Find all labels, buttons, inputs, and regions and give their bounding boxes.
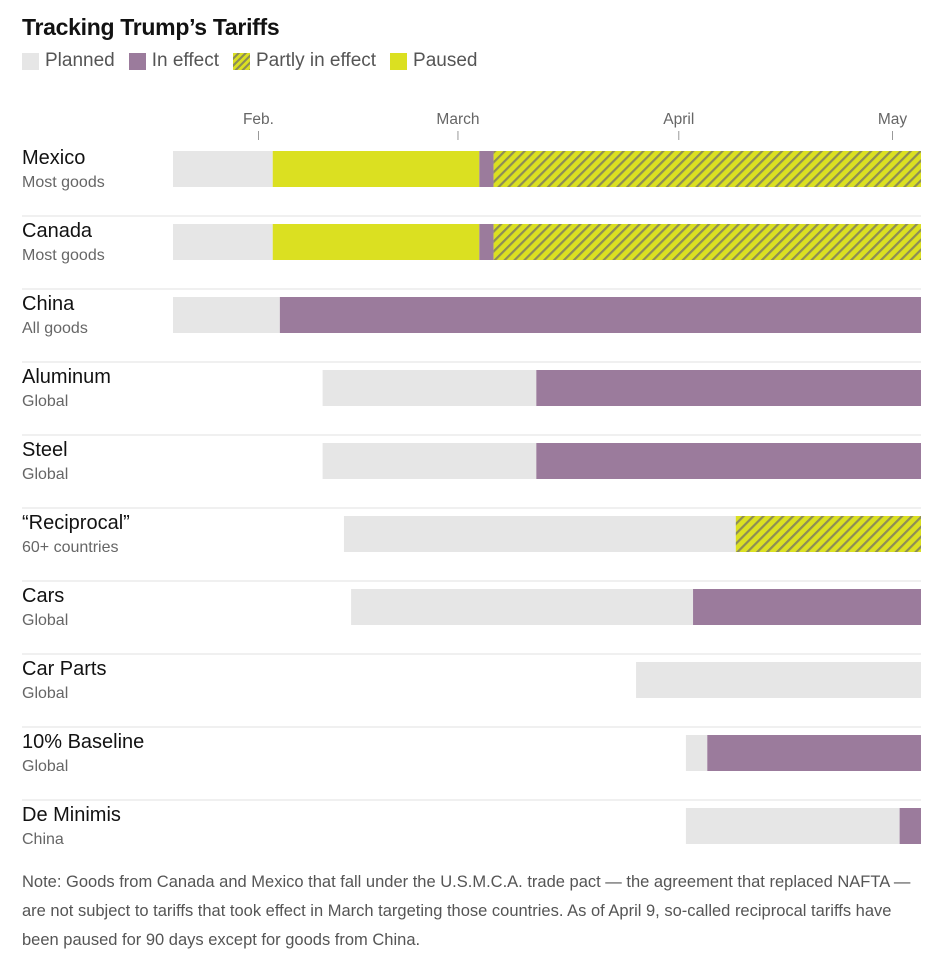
bar-segment-mexico-effect bbox=[479, 151, 494, 187]
bar-segment-de-minimis-planned bbox=[685, 808, 900, 844]
row-sublabel-canada: Most goods bbox=[22, 247, 105, 264]
legend-label-in-effect: In effect bbox=[151, 50, 219, 71]
row-sublabel-cars: Global bbox=[22, 612, 68, 629]
row-sublabel-de-minimis: China bbox=[22, 831, 64, 848]
bar-segment-mexico-planned bbox=[173, 151, 273, 187]
bar-segment-10-baseline-planned bbox=[685, 735, 708, 771]
bar-segment-china-effect bbox=[279, 297, 921, 333]
legend-item-planned: Planned bbox=[22, 50, 115, 72]
legend: Planned In effect Partly in effect Pause… bbox=[22, 50, 492, 72]
legend-swatch-paused bbox=[390, 52, 408, 70]
bar-segment-canada-effect bbox=[479, 224, 494, 260]
row-label-reciprocal: “Reciprocal” bbox=[22, 512, 130, 534]
row-label-car-parts: Car Parts bbox=[22, 658, 106, 680]
row-label-mexico: Mexico bbox=[22, 147, 85, 169]
bar-segment-steel-planned bbox=[322, 443, 537, 479]
bar-segment-canada-paused bbox=[272, 224, 480, 260]
bar-segment-aluminum-effect bbox=[536, 370, 921, 406]
x-axis-tick-label-may: May bbox=[878, 111, 908, 128]
row-sublabel-10-baseline: Global bbox=[22, 758, 68, 775]
legend-swatch-planned bbox=[22, 52, 39, 70]
row-sublabel-china: All goods bbox=[22, 320, 88, 337]
bar-segment-steel-effect bbox=[536, 443, 921, 479]
bar-segment-cars-planned bbox=[351, 589, 694, 625]
x-axis-tick-label-april: April bbox=[663, 111, 694, 128]
bar-segment-canada-partly bbox=[493, 224, 921, 260]
bar-segment-china-planned bbox=[173, 297, 280, 333]
legend-label-planned: Planned bbox=[45, 50, 115, 71]
row-label-de-minimis: De Minimis bbox=[22, 804, 121, 826]
bar-segment-car-parts-planned bbox=[636, 662, 921, 698]
bar-segment-aluminum-planned bbox=[322, 370, 537, 406]
bar-segment-canada-planned bbox=[173, 224, 273, 260]
bar-segment-cars-effect bbox=[693, 589, 921, 625]
x-axis-tick-label-feb: Feb. bbox=[243, 111, 274, 128]
row-sublabel-steel: Global bbox=[22, 466, 68, 483]
row-sublabel-reciprocal: 60+ countries bbox=[22, 539, 119, 556]
chart-title: Tracking Trump’s Tariffs bbox=[22, 14, 280, 40]
row-label-canada: Canada bbox=[22, 220, 93, 242]
bar-segment-mexico-partly bbox=[493, 151, 921, 187]
legend-item-paused: Paused bbox=[390, 50, 478, 72]
row-sublabel-car-parts: Global bbox=[22, 685, 68, 702]
bar-segment-mexico-paused bbox=[272, 151, 480, 187]
bar-segment-reciprocal-partly bbox=[735, 516, 921, 552]
row-label-china: China bbox=[22, 293, 75, 315]
row-label-steel: Steel bbox=[22, 439, 68, 461]
bar-segment-10-baseline-effect bbox=[707, 735, 921, 771]
legend-item-in-effect: In effect bbox=[128, 50, 219, 72]
row-label-aluminum: Aluminum bbox=[22, 366, 111, 388]
row-label-10-baseline: 10% Baseline bbox=[22, 731, 144, 753]
legend-swatch-partly-in-effect bbox=[233, 52, 250, 70]
legend-label-paused: Paused bbox=[413, 50, 478, 71]
row-sublabel-mexico: Most goods bbox=[22, 174, 105, 191]
legend-label-partly-in-effect: Partly in effect bbox=[256, 50, 377, 71]
legend-swatch-in-effect bbox=[128, 52, 146, 70]
x-axis-tick-label-march: March bbox=[436, 111, 479, 128]
bar-segment-reciprocal-planned bbox=[343, 516, 736, 552]
bar-segment-de-minimis-effect bbox=[899, 808, 921, 844]
row-label-cars: Cars bbox=[22, 585, 64, 607]
tariff-timeline-chart: Feb. March April May Mexico Most goods Canada M… bbox=[22, 111, 921, 848]
legend-item-partly-in-effect: Partly in effect bbox=[233, 50, 376, 72]
footnote: Note: Goods from Canada and Mexico that … bbox=[22, 873, 911, 949]
row-sublabel-aluminum: Global bbox=[22, 393, 68, 410]
